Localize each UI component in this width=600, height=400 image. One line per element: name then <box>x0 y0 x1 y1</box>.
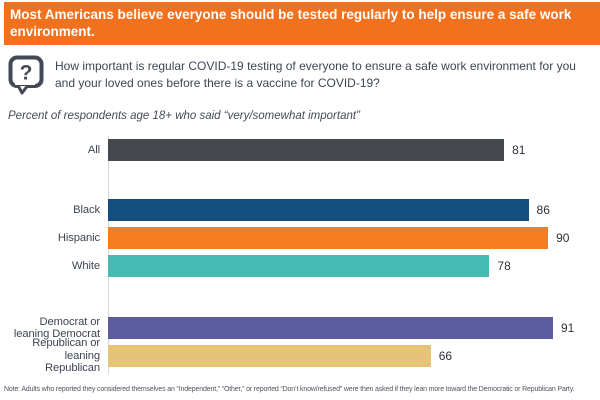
chart-row: Democrat or leaning Democrat 91 <box>8 315 592 341</box>
bar <box>108 345 431 367</box>
footnote: Note: Adults who reported they considere… <box>4 386 575 393</box>
chart-row: Black 86 <box>8 199 592 221</box>
headline-text: Most Americans believe everyone should b… <box>10 7 572 39</box>
category-label: Black <box>73 203 100 216</box>
bar-track: 91 <box>108 317 592 339</box>
bar-track: 78 <box>108 255 592 277</box>
bar <box>108 317 553 339</box>
bar-track: 86 <box>108 199 592 221</box>
chart-row: White 78 <box>8 255 592 277</box>
bar-track: 90 <box>108 227 592 249</box>
bar-track: 66 <box>108 345 592 367</box>
chart-row: All 81 <box>8 139 592 161</box>
category-label: Hispanic <box>57 231 100 244</box>
bar <box>108 199 529 221</box>
bar <box>108 139 505 161</box>
value-label: 90 <box>556 231 570 245</box>
category-label: Republican or leaning Republican <box>32 337 100 375</box>
question-bubble-icon: ? <box>8 55 44 95</box>
headline-banner: Most Americans believe everyone should b… <box>4 2 600 45</box>
chart-row: Republican or leaning Republican 66 <box>8 337 592 374</box>
category-label: White <box>71 259 100 272</box>
value-label: 78 <box>497 259 511 273</box>
category-label: Democrat or leaning Democrat <box>13 315 100 341</box>
bar-track: 81 <box>108 139 592 161</box>
question-block: ? How important is regular COVID-19 test… <box>8 55 586 95</box>
value-label: 91 <box>560 321 575 335</box>
value-label: 81 <box>512 143 526 157</box>
bar <box>108 227 549 249</box>
chart-row: Hispanic 90 <box>8 227 592 249</box>
chart-subtitle: Percent of respondents age 18+ who said … <box>8 110 360 122</box>
bar <box>108 255 490 277</box>
question-text: How important is regular COVID-19 testin… <box>55 59 576 90</box>
value-label: 66 <box>438 349 453 363</box>
category-label: All <box>87 143 100 156</box>
value-label: 86 <box>536 203 550 217</box>
bar-chart: All 81 Black 86 Hispanic 90 White 78 Democrat or… <box>8 136 592 374</box>
svg-text:?: ? <box>20 62 33 85</box>
